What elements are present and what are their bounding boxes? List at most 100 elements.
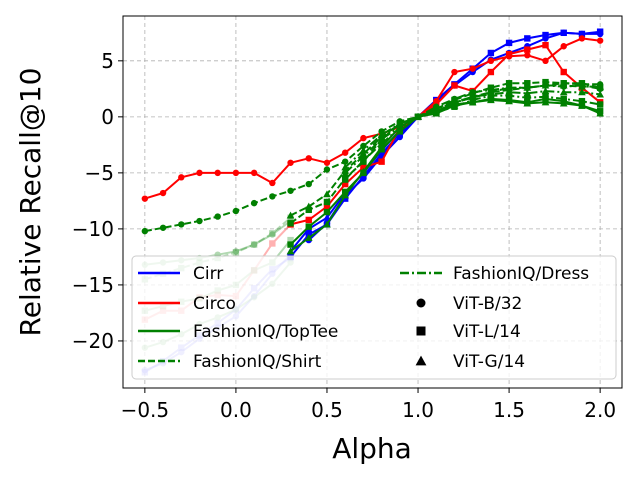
data-point	[341, 195, 349, 202]
data-point	[560, 29, 567, 37]
series-line	[144, 82, 601, 233]
data-point	[323, 190, 331, 198]
series-circo-vit-l-14	[287, 41, 604, 228]
data-point	[542, 93, 549, 100]
legend-entry-fashioniq-shirt: FashionIQ/Shirt	[138, 352, 322, 372]
series-line	[289, 97, 601, 246]
data-point	[341, 191, 350, 199]
data-point	[323, 198, 331, 206]
series-line	[344, 90, 601, 169]
data-point	[487, 57, 495, 65]
data-point	[524, 35, 531, 42]
data-point	[560, 83, 567, 90]
y-axis-label: Relative Recall@10	[14, 68, 47, 337]
data-point	[360, 173, 367, 180]
data-point	[214, 169, 221, 177]
data-point	[214, 213, 221, 220]
data-point	[524, 84, 531, 91]
x-tick-label: 2.0	[584, 398, 616, 422]
data-point	[250, 169, 258, 177]
data-point	[287, 217, 294, 225]
plot-frame	[122, 15, 623, 389]
data-point	[341, 163, 350, 171]
data-point	[560, 68, 567, 76]
legend-entry-vit-b-32: ViT-B/32	[416, 294, 522, 314]
data-point	[178, 221, 185, 228]
data-point	[524, 46, 531, 53]
data-point	[523, 89, 532, 97]
data-point	[323, 159, 331, 166]
y-tick-label: −15	[72, 273, 114, 297]
data-point	[524, 80, 531, 87]
data-point	[287, 220, 294, 227]
legend-label: ViT-L/14	[453, 322, 521, 342]
series-circo-vit-b-32	[141, 35, 604, 202]
data-point	[360, 164, 367, 171]
x-tick-label: 0.5	[311, 398, 343, 422]
data-point	[305, 180, 312, 188]
data-point	[141, 195, 149, 202]
data-point	[487, 90, 495, 98]
data-point	[304, 202, 313, 210]
y-tick-label: −20	[72, 329, 114, 353]
series-fashioniq-toptee-vit-g-14	[286, 96, 604, 255]
data-point	[341, 176, 349, 183]
x-tick-label: 1.5	[493, 398, 525, 422]
data-point	[541, 98, 550, 106]
x-tick-label: −0.5	[121, 398, 170, 422]
legend-label: ViT-B/32	[453, 294, 522, 314]
data-point	[468, 92, 477, 100]
data-point	[396, 124, 404, 132]
series-fashioniq-dress-vit-g-14	[341, 87, 604, 171]
data-point	[287, 241, 294, 248]
data-point	[578, 30, 586, 38]
data-point	[487, 68, 495, 76]
series-cirr-vit-b-32	[305, 29, 604, 244]
data-point	[432, 106, 441, 114]
data-point	[487, 49, 495, 57]
data-point	[451, 103, 458, 110]
legend-label: FashionIQ/Dress	[453, 264, 589, 284]
data-point	[505, 84, 513, 91]
legend-entry-circo: Circo	[138, 294, 236, 314]
legend-label: Circo	[193, 294, 236, 314]
data-point	[450, 98, 459, 106]
data-point	[341, 169, 349, 177]
data-point	[286, 211, 295, 219]
data-point	[396, 128, 404, 135]
series-fashioniq-toptee-vit-l-14	[287, 95, 604, 248]
data-point	[232, 249, 240, 256]
data-point	[287, 214, 294, 221]
data-point	[360, 134, 367, 142]
legend-marker-triangle	[415, 355, 427, 366]
data-point	[542, 57, 549, 65]
data-point	[269, 193, 276, 200]
data-point	[596, 101, 604, 108]
x-tick-label: 1.0	[402, 398, 434, 422]
data-point	[596, 109, 604, 117]
data-point	[578, 97, 586, 105]
data-point	[341, 149, 349, 156]
data-point	[505, 92, 513, 99]
series-line	[289, 30, 601, 258]
data-point	[341, 180, 349, 188]
data-point	[505, 39, 513, 47]
series-line	[290, 44, 601, 226]
data-point	[323, 220, 331, 228]
data-point	[305, 223, 312, 230]
series-line	[144, 37, 601, 200]
data-point	[487, 96, 495, 104]
data-point	[469, 88, 476, 96]
data-point	[578, 88, 586, 96]
data-point	[287, 187, 294, 194]
data-point	[232, 248, 240, 255]
data-point	[560, 95, 567, 103]
data-point	[159, 189, 167, 197]
data-point	[250, 241, 258, 248]
data-point	[323, 166, 331, 173]
data-point	[560, 43, 567, 50]
data-point	[178, 174, 185, 181]
data-point	[505, 80, 513, 87]
data-point	[451, 68, 458, 76]
